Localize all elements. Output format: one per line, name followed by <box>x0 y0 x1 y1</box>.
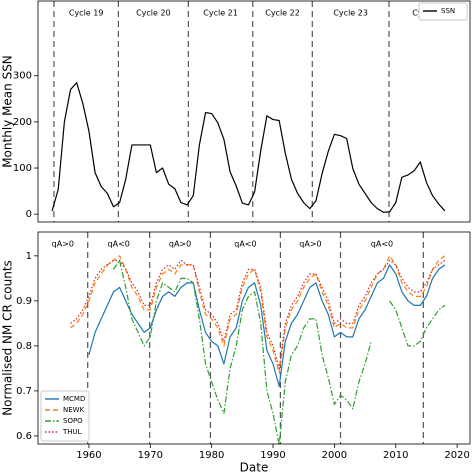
series-line <box>88 264 446 387</box>
legend-label: THUL <box>62 428 82 436</box>
series-line <box>112 259 446 444</box>
region-label: Cycle 23 <box>333 9 368 18</box>
series-line <box>70 255 446 374</box>
region-label: Cycle 21 <box>203 9 238 18</box>
legend-label: MCMD <box>63 395 85 403</box>
plot-area <box>51 82 446 213</box>
plot-frame <box>37 231 471 445</box>
x-tick-label: 1960 <box>76 450 101 461</box>
series-line <box>51 82 446 213</box>
legend-label: SOPO <box>63 417 83 425</box>
y-tick-label: 300 <box>13 71 32 82</box>
x-tick-label: 1980 <box>199 450 224 461</box>
region-label: Cycle 19 <box>69 9 104 18</box>
y-axis-label: Monthly Mean SSN <box>1 55 15 168</box>
y-tick-label: 0.9 <box>16 296 32 307</box>
region-label: Cycle 20 <box>136 9 171 18</box>
plot-frame <box>37 0 471 223</box>
y-axis-label: Normalised NM CR counts <box>1 260 15 416</box>
region-label: qA<0 <box>234 240 256 249</box>
y-tick-label: 100 <box>13 163 32 174</box>
x-tick-label: 2000 <box>322 450 347 461</box>
y-tick-label: 0.6 <box>16 431 32 442</box>
legend-label: NEWK <box>63 406 85 414</box>
y-tick-label: 0 <box>26 209 32 220</box>
x-tick-label: 1990 <box>260 450 285 461</box>
x-axis-label: Date <box>240 461 269 474</box>
region-label: qA>0 <box>299 240 321 249</box>
region-label: qA<0 <box>371 240 393 249</box>
y-tick-label: 0.8 <box>16 341 32 352</box>
x-tick-label: 1970 <box>138 450 163 461</box>
y-tick-label: 0.7 <box>16 386 32 397</box>
legend-box <box>40 390 90 442</box>
x-tick-label: 2020 <box>444 450 469 461</box>
legend-label: SSN <box>441 7 455 15</box>
region-label: qA<0 <box>108 240 130 249</box>
series-line <box>70 259 446 369</box>
region-label: qA>0 <box>169 240 191 249</box>
y-tick-label: 1 <box>26 251 32 262</box>
region-label: qA>0 <box>52 240 74 249</box>
legend-box <box>418 2 468 21</box>
plot-area <box>70 255 446 444</box>
y-tick-label: 200 <box>13 117 32 128</box>
x-tick-label: 2010 <box>383 450 408 461</box>
region-label: Cycle 22 <box>265 9 300 18</box>
